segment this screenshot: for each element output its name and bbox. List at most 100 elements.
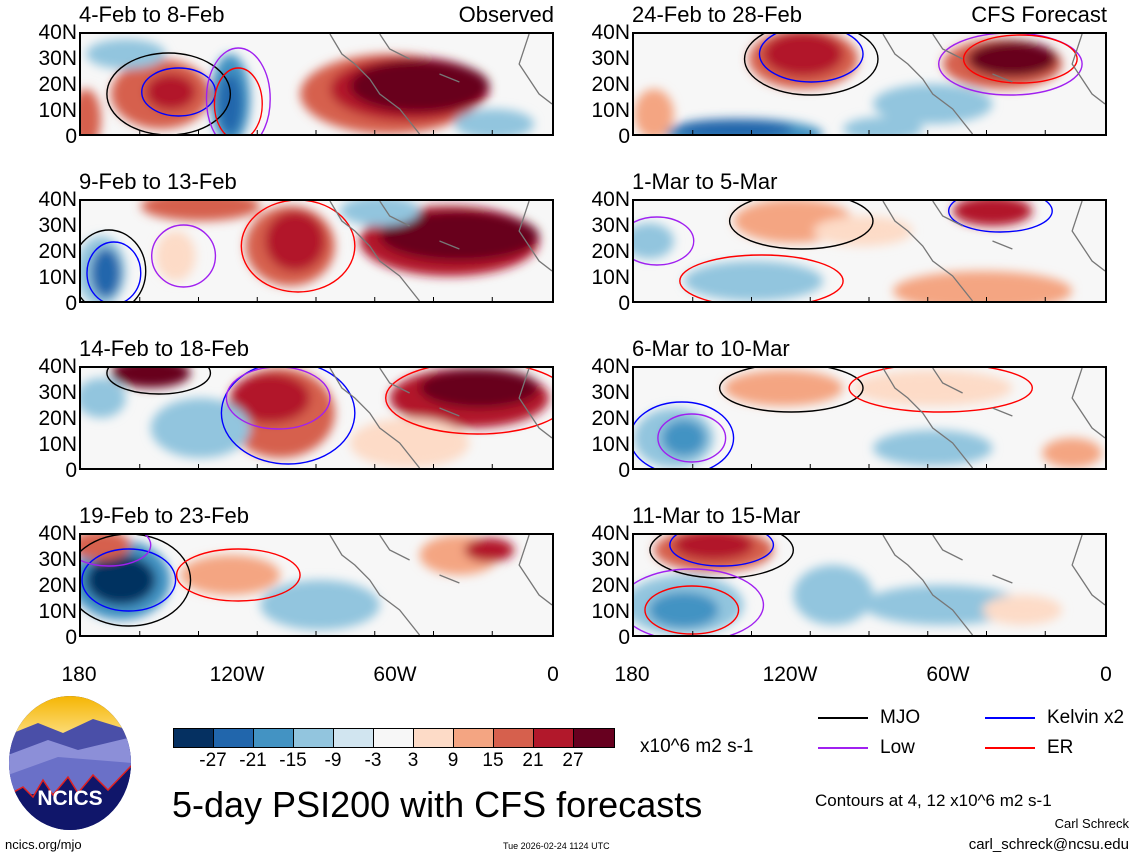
- map-panel: [632, 32, 1107, 136]
- legend-swatch: [818, 716, 868, 719]
- site-url[interactable]: ncics.org/mjo: [5, 837, 82, 852]
- legend-swatch: [985, 746, 1035, 749]
- contour-line: [225, 368, 331, 430]
- panel-title: 19-Feb to 23-Feb: [79, 503, 249, 528]
- y-tick-label: 40N: [38, 355, 77, 378]
- y-tick-label: 30N: [38, 548, 77, 571]
- colorbar-label: 21: [522, 750, 544, 771]
- contour-line: [106, 52, 232, 134]
- anomaly-blob: [872, 430, 993, 466]
- legend-er: ER: [985, 738, 1073, 758]
- legend-kelvin: Kelvin x2: [985, 708, 1124, 728]
- colorbar-label: -15: [279, 750, 307, 771]
- anomaly-blob: [140, 201, 261, 221]
- panel-title: 24-Feb to 28-Feb: [632, 2, 802, 27]
- y-tick-label: 0: [65, 459, 77, 482]
- y-tick-label: 10N: [591, 433, 630, 456]
- x-tick-label: 60W: [373, 663, 417, 686]
- timestamp: Tue 2026-02-24 1124 UTC: [503, 841, 610, 851]
- contour-line: [947, 201, 1053, 233]
- colorbar-label: 3: [407, 750, 419, 771]
- anomaly-blob: [260, 580, 380, 630]
- anomaly-blob: [464, 538, 515, 562]
- legend-swatch: [818, 746, 868, 749]
- panel-title: 14-Feb to 18-Feb: [79, 336, 249, 361]
- map-panel: [632, 533, 1107, 637]
- colorbar-label: 15: [482, 750, 504, 771]
- y-tick-label: 20N: [591, 407, 630, 430]
- y-tick-label: 20N: [38, 574, 77, 597]
- contour-line: [205, 47, 271, 134]
- y-tick-label: 30N: [38, 381, 77, 404]
- contour-line: [634, 401, 735, 468]
- colorbar-swatch: [294, 729, 334, 747]
- y-tick-label: 40N: [38, 188, 77, 211]
- y-tick-label: 20N: [38, 407, 77, 430]
- panel-tag: Observed: [458, 2, 554, 27]
- y-tick-label: 0: [618, 459, 630, 482]
- coastline: [882, 368, 1105, 468]
- y-tick-label: 30N: [591, 47, 630, 70]
- map-panel: [632, 366, 1107, 470]
- colorbar-label: 27: [562, 750, 584, 771]
- anomaly-blob: [634, 223, 674, 259]
- y-tick-label: 10N: [38, 600, 77, 623]
- legend-low: Low: [818, 738, 915, 758]
- author: Carl Schreck: [1054, 816, 1129, 831]
- y-tick-label: 40N: [38, 522, 77, 545]
- contour-line: [962, 34, 1078, 84]
- colorbar-label: -21: [239, 750, 267, 771]
- map-panel: [79, 366, 554, 470]
- anomaly-blob: [793, 565, 873, 625]
- x-tick-label: 180: [614, 663, 650, 686]
- y-tick-label: 40N: [591, 355, 630, 378]
- contour-line: [81, 229, 147, 301]
- figure-title: 5-day PSI200 with CFS forecasts: [172, 784, 703, 825]
- contour-line: [634, 568, 765, 635]
- anomaly-blob: [339, 201, 420, 226]
- y-tick-label: 10N: [591, 99, 630, 122]
- anomaly-blob: [892, 271, 1073, 301]
- y-tick-label: 0: [618, 626, 630, 649]
- y-tick-label: 30N: [38, 214, 77, 237]
- contour-line: [649, 535, 794, 579]
- panel-title: 1-Mar to 5-Mar: [632, 169, 778, 194]
- colorbar-swatch: [254, 729, 294, 747]
- colorbar-swatch: [454, 729, 494, 747]
- anomaly-blob: [145, 74, 196, 110]
- anomaly-blob: [872, 84, 993, 124]
- y-tick-label: 30N: [591, 381, 630, 404]
- coastline: [329, 201, 552, 301]
- anomaly-blob: [673, 535, 754, 560]
- contour-line: [86, 241, 142, 301]
- y-tick-label: 30N: [591, 214, 630, 237]
- colorbar-units: x10^6 m2 s-1: [640, 736, 754, 757]
- contour-line: [385, 368, 552, 435]
- anomaly-blob: [379, 211, 540, 261]
- y-tick-label: 0: [65, 626, 77, 649]
- y-tick-label: 40N: [591, 188, 630, 211]
- contour-line: [669, 535, 775, 567]
- contour-line: [758, 34, 864, 83]
- y-tick-label: 20N: [591, 240, 630, 263]
- y-tick-label: 10N: [38, 266, 77, 289]
- anomaly-blob: [265, 211, 325, 271]
- colorbar-swatch: [374, 729, 414, 747]
- colorbar: [173, 728, 615, 748]
- contour-line: [106, 368, 212, 395]
- colorbar-label: 9: [447, 750, 459, 771]
- colorbar-label: -9: [324, 750, 342, 771]
- y-tick-label: 10N: [591, 266, 630, 289]
- legend-mjo: MJO: [818, 708, 920, 728]
- anomaly-blob: [982, 595, 1063, 625]
- contour-line: [220, 368, 356, 465]
- anomaly-blob: [1042, 438, 1103, 468]
- colorbar-swatch: [574, 729, 614, 747]
- colorbar-label: -27: [199, 750, 227, 771]
- colorbar-swatch: [214, 729, 254, 747]
- colorbar-swatch: [494, 729, 534, 747]
- contour-line: [657, 413, 727, 463]
- y-tick-label: 0: [65, 125, 77, 148]
- anomaly-blob: [349, 418, 470, 468]
- anomaly-blob: [648, 592, 719, 628]
